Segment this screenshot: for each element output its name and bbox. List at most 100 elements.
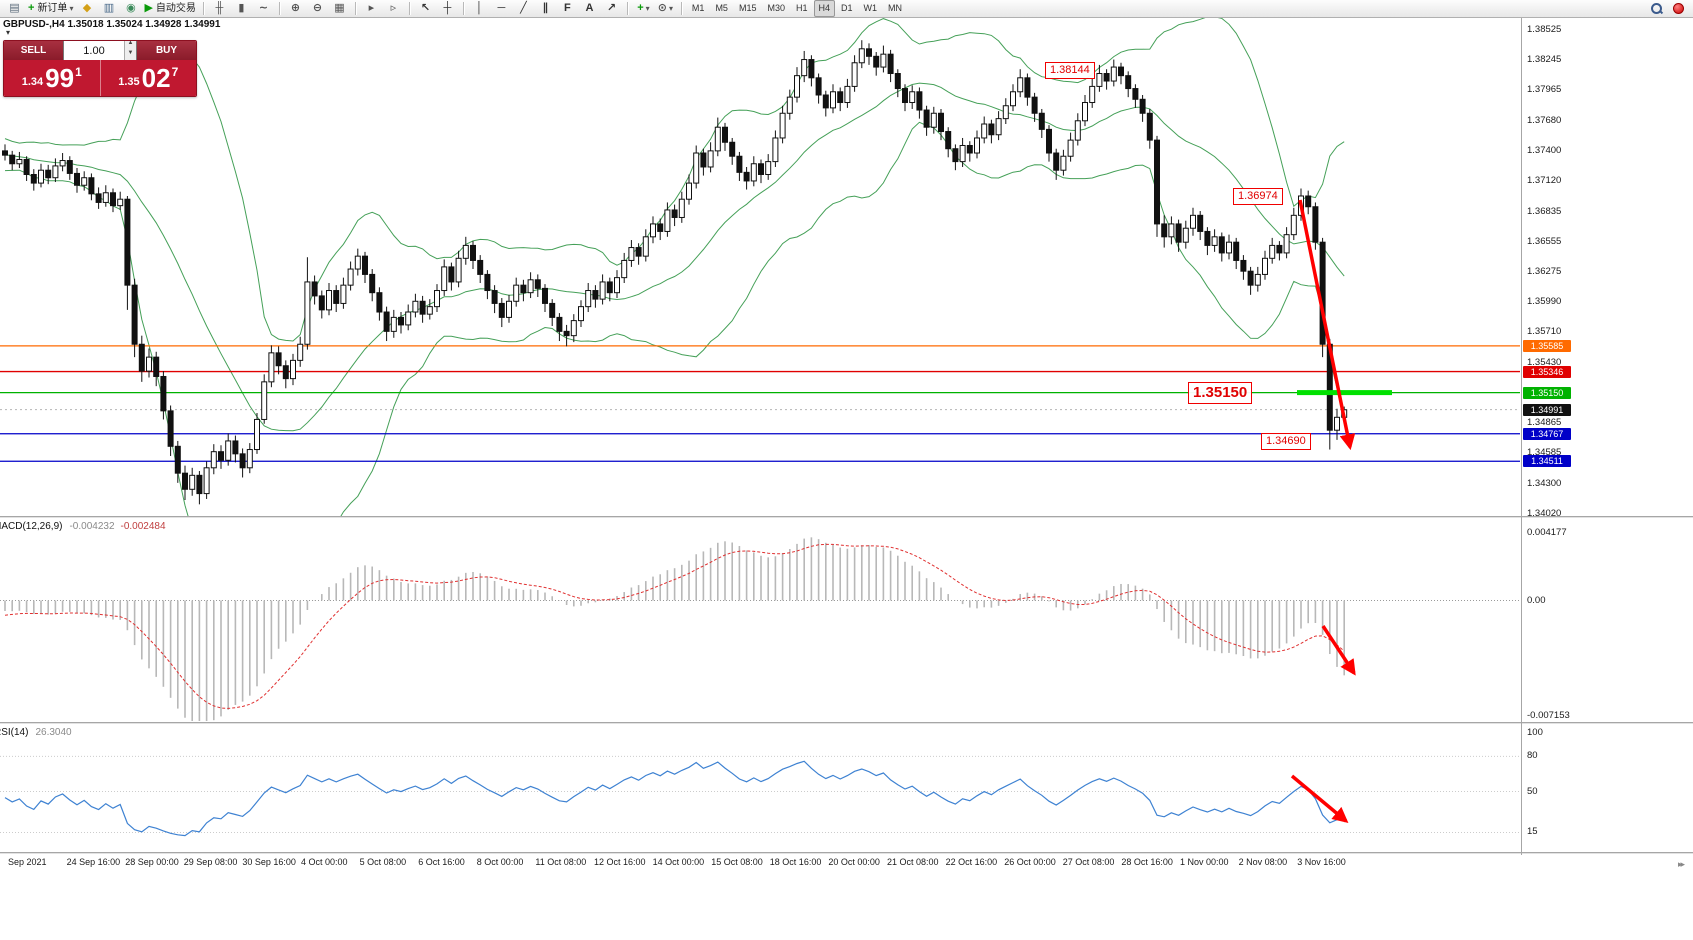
time-axis-label[interactable]: 6 Oct 16:00 xyxy=(418,857,465,867)
price-scale-tick[interactable]: 1.38245 xyxy=(1527,54,1562,66)
time-axis-label[interactable]: 30 Sep 16:00 xyxy=(242,857,296,867)
price-annotation-1.35150[interactable]: 1.35150 xyxy=(1188,381,1253,404)
bar-chart-icon[interactable]: ╫ xyxy=(209,1,230,16)
price-scale-tick[interactable]: 1.37400 xyxy=(1527,144,1562,156)
connection-status-icon[interactable] xyxy=(1668,1,1689,16)
candlestick-chart-icon[interactable]: ▮ xyxy=(231,1,252,16)
sell-button[interactable]: SELL xyxy=(4,41,63,60)
price-scale-tick[interactable]: 1.37965 xyxy=(1527,84,1562,96)
time-axis-label[interactable]: 5 Oct 08:00 xyxy=(359,857,407,867)
rsi-scale-tick[interactable]: 15 xyxy=(1527,826,1538,838)
price-scale-tick[interactable]: 1.35710 xyxy=(1527,326,1562,338)
time-axis-label[interactable]: 22 Oct 16:00 xyxy=(945,857,998,867)
search-icon[interactable] xyxy=(1646,1,1667,16)
time-axis-label[interactable]: 1 Nov 00:00 xyxy=(1180,857,1229,867)
time-axis-label[interactable]: 27 Oct 08:00 xyxy=(1062,857,1115,867)
time-axis-label[interactable]: 18 Oct 16:00 xyxy=(769,857,822,867)
trend-arrow-3[interactable] xyxy=(1290,774,1349,824)
indicators-icon[interactable]: + ▾ xyxy=(633,1,654,16)
trendline-icon[interactable]: ╱ xyxy=(513,1,534,16)
time-axis-label[interactable]: 14 Oct 00:00 xyxy=(652,857,705,867)
price-scale-tick[interactable]: 1.38525 xyxy=(1527,24,1562,35)
support-highlight-segment[interactable] xyxy=(1297,390,1392,396)
zoom-in-icon[interactable]: ⊕ xyxy=(285,1,306,16)
buy-price[interactable]: 1.35 02 7 xyxy=(101,60,197,96)
time-axis-label[interactable]: 28 Oct 16:00 xyxy=(1121,857,1173,867)
market-watch-icon[interactable]: ▥ xyxy=(98,1,119,16)
cursor-icon[interactable]: ↖ xyxy=(415,1,436,16)
time-axis-label[interactable]: 28 Sep 00:00 xyxy=(125,857,179,867)
equidistant-channel-icon[interactable]: ∥ xyxy=(535,1,556,16)
rsi-scale-tick[interactable]: 100 xyxy=(1527,727,1543,738)
macd-scale-tick[interactable]: 0.004177 xyxy=(1527,527,1567,539)
timeframe-m5-button[interactable]: M5 xyxy=(715,3,728,13)
panel-separator[interactable] xyxy=(0,722,1693,723)
price-scale-tick[interactable]: 1.34865 xyxy=(1527,417,1562,429)
fibonacci-icon[interactable]: F xyxy=(557,1,578,16)
macd-scale-tick[interactable]: 0.00 xyxy=(1527,594,1546,606)
price-annotation-1.34690[interactable]: 1.34690 xyxy=(1261,433,1311,451)
macd-scale-tick[interactable]: -0.007153 xyxy=(1527,710,1570,722)
text-label-icon[interactable]: A xyxy=(579,1,600,16)
time-axis-label[interactable]: 21 Oct 08:00 xyxy=(887,857,939,867)
volume-increase-button[interactable]: ▲ xyxy=(125,41,136,51)
sell-price[interactable]: 1.34 99 1 xyxy=(4,60,101,96)
price-scale-tick[interactable]: 1.34300 xyxy=(1527,477,1562,489)
scroll-to-end-icon[interactable]: ▸▸ xyxy=(1678,859,1685,869)
horizontal-line-icon[interactable]: ─ xyxy=(491,1,512,16)
time-axis-label[interactable]: 4 Oct 00:00 xyxy=(301,857,348,867)
price-scale-tick[interactable]: 1.36835 xyxy=(1527,205,1562,217)
price-annotation-1.38144[interactable]: 1.38144 xyxy=(1045,61,1095,79)
timeframe-m30-button[interactable]: M30 xyxy=(767,3,785,13)
price-scale-tick[interactable]: 1.37680 xyxy=(1527,114,1562,126)
buy-button[interactable]: BUY xyxy=(137,41,196,60)
metaeditor-icon[interactable]: ◆ xyxy=(76,1,97,16)
navigator-icon[interactable]: ◉ xyxy=(120,1,141,16)
volume-input[interactable] xyxy=(64,41,124,60)
line-chart-icon[interactable]: ∼ xyxy=(253,1,274,16)
auto-scroll-icon[interactable]: ▸ xyxy=(361,1,382,16)
timeframe-h4-button[interactable]: H4 xyxy=(813,0,836,17)
new-order-button[interactable]: + 新订单 ▾ xyxy=(26,1,75,16)
timeframe-h1-button[interactable]: H1 xyxy=(795,3,808,13)
price-scale-tick[interactable]: 1.36555 xyxy=(1527,235,1562,247)
price-scale-tick[interactable]: 1.36275 xyxy=(1527,265,1562,277)
time-axis-label[interactable]: 8 Oct 00:00 xyxy=(476,857,524,867)
price-scale-tick[interactable]: 1.34020 xyxy=(1527,508,1562,519)
time-axis-label[interactable]: 15 Oct 08:00 xyxy=(711,857,763,867)
timeframe-d1-button[interactable]: D1 xyxy=(841,3,853,13)
timeframe-w1-button[interactable]: W1 xyxy=(863,3,878,13)
vertical-line-icon[interactable]: │ xyxy=(469,1,490,16)
one-click-collapse-button[interactable]: ▾ xyxy=(6,28,11,37)
time-axis-label[interactable]: 11 Oct 08:00 xyxy=(535,857,587,867)
trend-arrow-2[interactable] xyxy=(1321,625,1356,676)
panel-separator[interactable] xyxy=(0,516,1693,517)
time-axis-label[interactable]: 24 Sep 16:00 xyxy=(66,857,121,867)
time-axis-label[interactable]: 2 Nov 08:00 xyxy=(1238,857,1288,867)
price-annotation-1.36974[interactable]: 1.36974 xyxy=(1233,187,1283,205)
periods-icon[interactable]: ⊙ ▾ xyxy=(655,1,676,16)
price-scale-tick[interactable]: 1.34585 xyxy=(1527,447,1562,459)
time-axis-label[interactable]: 12 Oct 16:00 xyxy=(594,857,646,867)
tile-windows-icon[interactable]: ▦ xyxy=(329,1,350,16)
trend-arrow-1[interactable] xyxy=(1298,199,1356,451)
panel-separator[interactable] xyxy=(0,852,1693,853)
autotrading-button[interactable]: ▶ 自动交易 xyxy=(142,1,197,16)
rsi-scale-tick[interactable]: 80 xyxy=(1527,750,1538,762)
charts-grid-icon[interactable]: ▤ xyxy=(4,1,25,16)
volume-decrease-button[interactable]: ▼ xyxy=(125,50,136,60)
price-scale-tick[interactable]: 1.35430 xyxy=(1527,356,1562,368)
timeframe-m15-button[interactable]: M15 xyxy=(738,3,757,13)
price-scale-tick[interactable]: 1.35990 xyxy=(1527,296,1562,308)
price-scale-tick[interactable]: 1.37120 xyxy=(1527,174,1562,186)
crosshair-icon[interactable]: ┼ xyxy=(437,1,458,16)
time-axis-label[interactable]: 29 Sep 08:00 xyxy=(183,857,238,867)
rsi-scale-tick[interactable]: 50 xyxy=(1527,785,1538,797)
timeframe-m1-button[interactable]: M1 xyxy=(691,3,705,13)
time-axis-label[interactable]: 3 Nov 16:00 xyxy=(1297,857,1346,867)
time-axis-label[interactable]: 20 Oct 00:00 xyxy=(828,857,880,867)
time-axis-label[interactable]: Sep 2021 xyxy=(8,857,47,867)
arrows-tool-icon[interactable]: ↗ xyxy=(601,1,622,16)
chart-shift-icon[interactable]: ▹ xyxy=(383,1,404,16)
timeframe-mn-button[interactable]: MN xyxy=(888,3,903,13)
